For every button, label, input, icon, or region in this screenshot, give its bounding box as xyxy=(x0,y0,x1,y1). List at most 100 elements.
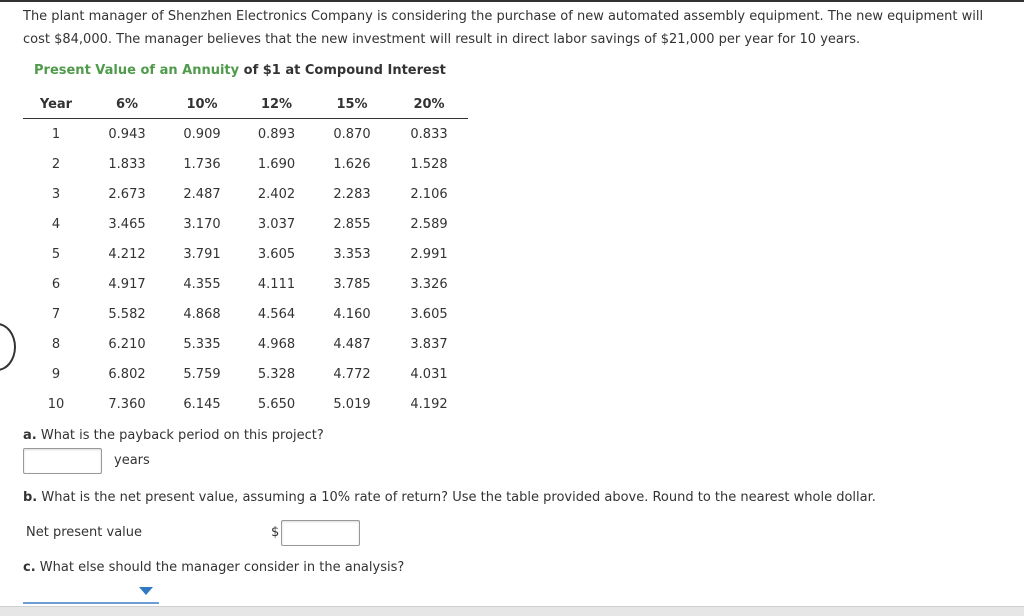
cell-rate-15pct: 0.870 xyxy=(314,118,390,149)
chevron-down-icon[interactable] xyxy=(139,587,153,595)
cell-year: 10 xyxy=(47,396,65,412)
question-a-letter: a. xyxy=(23,428,37,443)
table-row: 4 3.465 3.170 3.037 2.855 2.589 xyxy=(23,209,468,239)
cell-rate-12pct: 2.402 xyxy=(257,186,296,202)
cell-rate-6pct: 1.833 xyxy=(108,156,146,172)
cell-year: 6 xyxy=(51,276,61,292)
cell-rate-20pct: 3.605 xyxy=(410,306,448,322)
cell-rate-15pct: 5.019 xyxy=(333,396,371,412)
table-row: 3 2.673 2.487 2.402 2.283 2.106 xyxy=(23,179,468,209)
cell-rate-15pct: 4.772 xyxy=(333,366,371,382)
cell-rate-6pct: 4.917 xyxy=(108,276,146,292)
cell-rate-15pct: 1.626 xyxy=(333,156,371,172)
header-10pct: 10% xyxy=(165,90,239,119)
cell-year: 9 xyxy=(51,366,61,382)
bottom-scroll-bar xyxy=(0,606,1024,616)
present-value-table: Year 6% 10% 12% 15% 20% 1 0.943 0.909 0.893… xyxy=(23,90,468,419)
cell-rate-20pct: 2.991 xyxy=(410,246,448,262)
cell-rate-6pct: 6.210 xyxy=(108,336,146,352)
question-a-text: What is the payback period on this proje… xyxy=(36,428,324,443)
cell-year: 7 xyxy=(51,306,61,322)
cell-year: 4 xyxy=(51,216,61,232)
header-6pct: 6% xyxy=(89,90,165,119)
cell-rate-12pct: 3.037 xyxy=(257,216,296,232)
table-row: 6 4.917 4.355 4.111 3.785 3.326 xyxy=(23,269,468,299)
question-a: a. What is the payback period on this pr… xyxy=(23,428,324,443)
cell-rate-15pct: 2.283 xyxy=(333,186,371,202)
cell-year: 5 xyxy=(51,246,61,262)
cell-rate-12pct: 5.328 xyxy=(257,366,296,382)
cell-rate-10pct: 0.909 xyxy=(165,118,239,149)
cell-year: 3 xyxy=(51,186,61,202)
cell-rate-10pct: 5.759 xyxy=(183,366,221,382)
table-row: 5 4.212 3.791 3.605 3.353 2.991 xyxy=(23,239,468,269)
problem-statement: The plant manager of Shenzhen Electronic… xyxy=(23,9,984,47)
cell-rate-15pct: 2.855 xyxy=(333,216,371,232)
cell-year: 1 xyxy=(23,118,89,149)
cell-rate-12pct: 4.968 xyxy=(257,336,296,352)
cell-rate-10pct: 4.355 xyxy=(183,276,221,292)
cell-rate-6pct: 5.582 xyxy=(108,306,146,322)
question-c: c. What else should the manager consider… xyxy=(23,560,404,575)
question-c-letter: c. xyxy=(23,560,36,575)
cell-rate-20pct: 4.192 xyxy=(410,396,448,412)
cell-rate-20pct: 2.589 xyxy=(410,216,448,232)
cell-rate-10pct: 3.170 xyxy=(183,216,221,232)
cell-rate-10pct: 6.145 xyxy=(183,396,221,412)
cell-rate-6pct: 3.465 xyxy=(108,216,146,232)
table-row: 7 5.582 4.868 4.564 4.160 3.605 xyxy=(23,299,468,329)
consideration-dropdown[interactable] xyxy=(23,584,159,604)
table-header-row: Year 6% 10% 12% 15% 20% xyxy=(23,90,468,119)
cell-year: 8 xyxy=(51,336,61,352)
cell-rate-12pct: 3.605 xyxy=(257,246,296,262)
cell-rate-10pct: 2.487 xyxy=(183,186,221,202)
cell-rate-20pct: 4.031 xyxy=(410,366,448,382)
currency-symbol: $ xyxy=(271,525,280,540)
cell-rate-10pct: 4.868 xyxy=(183,306,221,322)
question-b-letter: b. xyxy=(23,490,38,505)
table-row: 2 1.833 1.736 1.690 1.626 1.528 xyxy=(23,149,468,179)
side-circle-decoration xyxy=(0,323,16,371)
cell-rate-20pct: 2.106 xyxy=(410,186,448,202)
cell-rate-6pct: 4.212 xyxy=(108,246,146,262)
cell-rate-12pct: 5.650 xyxy=(257,396,296,412)
cell-rate-15pct: 4.160 xyxy=(333,306,371,322)
top-divider xyxy=(0,0,1024,2)
header-12pct: 12% xyxy=(239,90,314,119)
cell-rate-15pct: 3.785 xyxy=(333,276,371,292)
question-b: b. What is the net present value, assumi… xyxy=(23,490,876,505)
header-20pct: 20% xyxy=(390,90,468,119)
table-body: 1 0.943 0.909 0.893 0.870 0.833 2 1.833 1.736 1.6… xyxy=(23,118,468,420)
header-year: Year xyxy=(23,90,89,119)
cell-rate-12pct: 4.111 xyxy=(257,276,296,292)
cell-year: 2 xyxy=(51,156,61,172)
npv-input[interactable] xyxy=(281,520,360,546)
table-row: 10 7.360 6.145 5.650 5.019 4.192 xyxy=(23,389,468,419)
question-c-text: What else should the manager consider in… xyxy=(35,560,405,575)
cell-rate-6pct: 0.943 xyxy=(89,118,165,149)
cell-rate-15pct: 3.353 xyxy=(333,246,371,262)
annuity-table-link[interactable]: Present Value of an Annuity xyxy=(34,63,240,78)
cell-rate-20pct: 0.833 xyxy=(390,118,468,149)
cell-rate-6pct: 6.802 xyxy=(108,366,146,382)
table-title: Present Value of an Annuity of $1 at Com… xyxy=(34,63,446,78)
cell-rate-15pct: 4.487 xyxy=(333,336,371,352)
cell-rate-6pct: 7.360 xyxy=(108,396,146,412)
cell-rate-10pct: 3.791 xyxy=(183,246,221,262)
cell-rate-6pct: 2.673 xyxy=(108,186,146,202)
cell-rate-12pct: 4.564 xyxy=(257,306,296,322)
table-title-rest: of $1 at Compound Interest xyxy=(239,63,446,78)
cell-rate-20pct: 3.837 xyxy=(410,336,448,352)
cell-rate-10pct: 5.335 xyxy=(183,336,221,352)
table-row: 8 6.210 5.335 4.968 4.487 3.837 xyxy=(23,329,468,359)
table-row: 9 6.802 5.759 5.328 4.772 4.031 xyxy=(23,359,468,389)
payback-period-input[interactable] xyxy=(23,448,102,474)
payback-unit-label: years xyxy=(114,453,150,468)
cell-rate-20pct: 3.326 xyxy=(410,276,448,292)
cell-rate-12pct: 1.690 xyxy=(257,156,296,172)
cell-rate-12pct: 0.893 xyxy=(239,118,314,149)
table-row: 1 0.943 0.909 0.893 0.870 0.833 xyxy=(23,118,468,149)
npv-label: Net present value xyxy=(26,525,143,540)
header-15pct: 15% xyxy=(314,90,390,119)
cell-rate-20pct: 1.528 xyxy=(410,156,448,172)
